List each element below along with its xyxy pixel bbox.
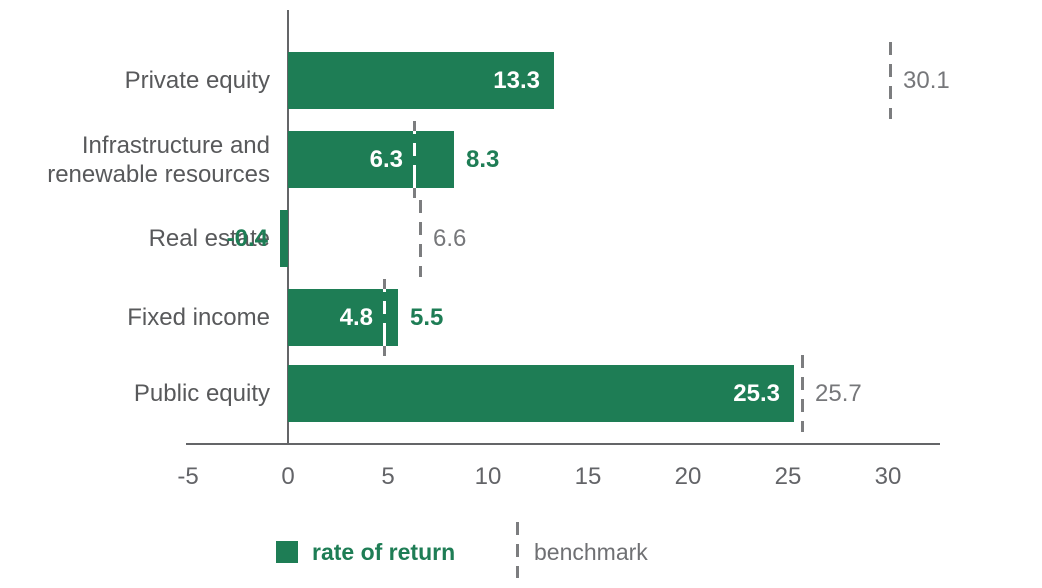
return-value-label: 5.5 bbox=[410, 303, 444, 331]
x-tick-label: -5 bbox=[177, 463, 199, 490]
x-tick-label: 15 bbox=[574, 463, 602, 490]
benchmark-value-label: 4.8 bbox=[339, 303, 373, 331]
category-label: Infrastructure and renewable resources bbox=[47, 131, 270, 188]
return-value-label: 13.3 bbox=[493, 66, 540, 94]
category-label: Private equity bbox=[124, 67, 270, 94]
category-label: Public equity bbox=[133, 380, 270, 407]
y-axis-line bbox=[287, 10, 289, 444]
return-bar bbox=[288, 131, 454, 188]
x-tick-label: 20 bbox=[674, 463, 702, 490]
benchmark-value-label: 25.7 bbox=[815, 379, 862, 407]
return-value-label: 8.3 bbox=[466, 145, 500, 173]
benchmark-line-over-bar bbox=[412, 131, 416, 188]
return-value-label: 25.3 bbox=[733, 379, 780, 407]
return-value-label: -0.4 bbox=[226, 224, 268, 252]
x-tick-label: 0 bbox=[281, 463, 295, 490]
x-axis-line bbox=[186, 443, 940, 445]
x-tick-label: 30 bbox=[874, 463, 902, 490]
benchmark-value-label: 30.1 bbox=[903, 66, 950, 94]
category-label: Fixed income bbox=[127, 304, 270, 331]
benchmark-value-label: 6.6 bbox=[433, 224, 467, 252]
return-bar bbox=[280, 210, 288, 267]
x-tick-label: 10 bbox=[474, 463, 502, 490]
return-bar bbox=[288, 365, 794, 422]
benchmark-value-label: 6.3 bbox=[369, 145, 403, 173]
benchmark-line bbox=[800, 355, 804, 432]
x-tick-label: 25 bbox=[774, 463, 802, 490]
benchmark-line bbox=[888, 42, 892, 119]
legend-benchmark-label: benchmark bbox=[534, 538, 648, 565]
benchmark-line-over-bar bbox=[382, 289, 386, 346]
return-bar bbox=[288, 52, 554, 109]
x-tick-label: 5 bbox=[381, 463, 395, 490]
return-bar bbox=[288, 289, 398, 346]
legend-benchmark-dash-icon bbox=[516, 522, 519, 578]
legend-return-swatch bbox=[276, 541, 298, 563]
benchmark-line bbox=[418, 200, 422, 277]
category-label: Real estate bbox=[148, 225, 270, 252]
legend-return-label: rate of return bbox=[312, 538, 456, 565]
